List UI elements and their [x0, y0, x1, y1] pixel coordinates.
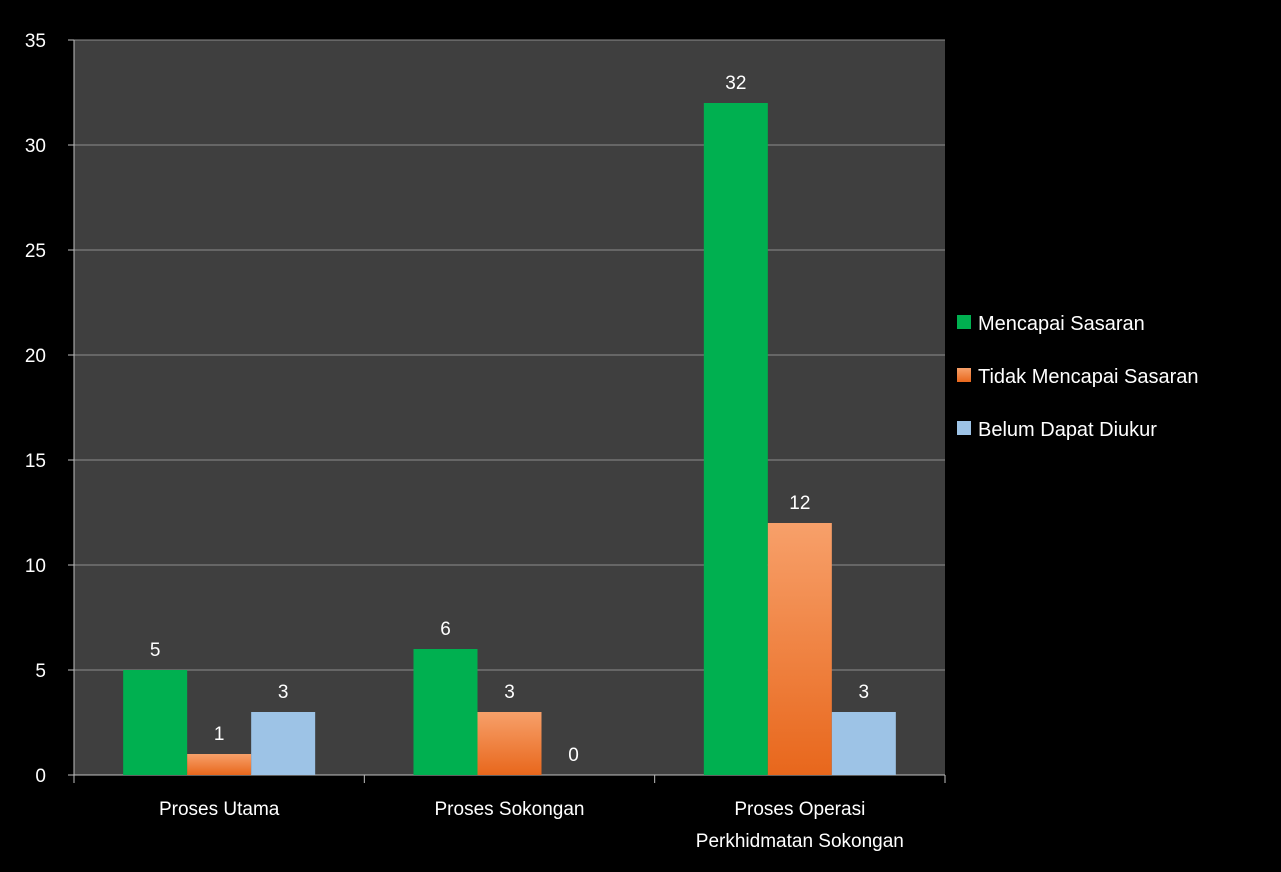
data-label: 3	[504, 682, 515, 703]
x-category-label: Proses Operasi Perkhidmatan Sokongan	[696, 799, 904, 852]
data-label: 1	[214, 724, 225, 745]
y-tick-label: 25	[25, 241, 46, 262]
y-tick-label: 0	[35, 766, 46, 787]
bar-mencapai-sasaran	[123, 670, 188, 775]
legend-label: Mencapai Sasaran	[978, 313, 1145, 335]
x-category-label: Proses Sokongan	[435, 799, 585, 820]
data-labels: 5 6 32 1 3 12 3 0 3	[150, 73, 869, 766]
legend-swatch	[957, 421, 971, 435]
y-tick-label: 35	[25, 31, 46, 52]
bar-tidak-mencapai-sasaran	[477, 712, 542, 775]
x-category-label: Proses Utama	[159, 799, 280, 820]
bar-tidak-mencapai-sasaran	[187, 754, 252, 775]
data-label: 3	[278, 682, 289, 703]
legend-label: Belum Dapat Diukur	[978, 419, 1157, 441]
y-tick-label: 10	[25, 556, 46, 577]
y-tick-label: 5	[35, 661, 46, 682]
legend-label: Tidak Mencapai Sasaran	[978, 366, 1199, 388]
data-label: 5	[150, 640, 161, 661]
data-label: 32	[725, 73, 746, 94]
legend: Mencapai Sasaran Tidak Mencapai Sasaran Be…	[957, 313, 1199, 441]
data-label: 0	[568, 745, 579, 766]
bars	[123, 103, 896, 775]
legend-swatch	[957, 315, 971, 329]
data-label: 3	[859, 682, 870, 703]
bar-mencapai-sasaran	[703, 103, 768, 775]
data-label: 12	[789, 493, 810, 514]
gridlines	[74, 39, 945, 671]
bar-mencapai-sasaran	[413, 649, 478, 775]
legend-swatch	[957, 368, 971, 382]
y-tick-label: 30	[25, 136, 46, 157]
bar-belum-dapat-diukur	[251, 712, 316, 775]
data-label: 6	[440, 619, 451, 640]
y-tick-label: 15	[25, 451, 46, 472]
bar-tidak-mencapai-sasaran	[767, 523, 832, 775]
y-tick-label: 20	[25, 346, 46, 367]
bar-belum-dapat-diukur	[831, 712, 896, 775]
